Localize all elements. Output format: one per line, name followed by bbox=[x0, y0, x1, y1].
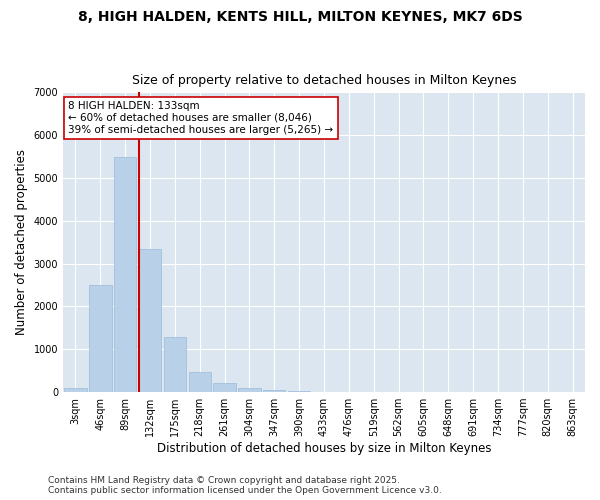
X-axis label: Distribution of detached houses by size in Milton Keynes: Distribution of detached houses by size … bbox=[157, 442, 491, 455]
Text: 8, HIGH HALDEN, KENTS HILL, MILTON KEYNES, MK7 6DS: 8, HIGH HALDEN, KENTS HILL, MILTON KEYNE… bbox=[77, 10, 523, 24]
Bar bbox=[64, 388, 86, 392]
Bar bbox=[89, 284, 112, 392]
Text: Contains HM Land Registry data © Crown copyright and database right 2025.
Contai: Contains HM Land Registry data © Crown c… bbox=[48, 476, 442, 495]
Bar bbox=[263, 390, 286, 392]
Bar bbox=[214, 383, 236, 392]
Bar bbox=[188, 372, 211, 392]
Y-axis label: Number of detached properties: Number of detached properties bbox=[15, 149, 28, 335]
Text: 8 HIGH HALDEN: 133sqm
← 60% of detached houses are smaller (8,046)
39% of semi-d: 8 HIGH HALDEN: 133sqm ← 60% of detached … bbox=[68, 102, 334, 134]
Bar bbox=[164, 337, 186, 392]
Bar bbox=[114, 158, 136, 392]
Title: Size of property relative to detached houses in Milton Keynes: Size of property relative to detached ho… bbox=[132, 74, 516, 87]
Bar bbox=[139, 249, 161, 392]
Bar bbox=[238, 388, 260, 392]
